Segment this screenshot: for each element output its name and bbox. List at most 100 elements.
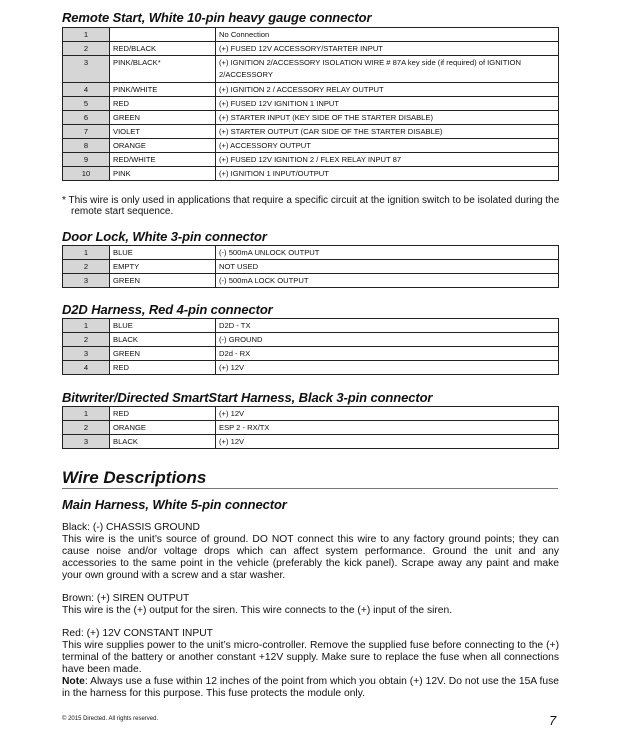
color-cell: PINK/WHITE [109, 82, 216, 97]
function-cell: (+) 12V [215, 360, 559, 375]
table-row: 5 RED (+) FUSED 12V IGNITION 1 INPUT [62, 96, 559, 111]
table-row: 4 RED (+) 12V [62, 360, 559, 375]
color-cell: BLACK [109, 434, 216, 449]
table-row: 3 GREEN (-) 500mA LOCK OUTPUT [62, 273, 559, 288]
pin-cell: 4 [62, 360, 110, 375]
color-cell [109, 27, 216, 42]
table-row: 3 PINK/BLACK* (+) IGNITION 2/ACCESSORY ISO… [62, 55, 559, 83]
color-cell: VIOLET [109, 124, 216, 139]
pin-cell: 1 [62, 318, 110, 333]
color-cell: PINK [109, 166, 216, 181]
table-row: 8 ORANGE (+) ACCESSORY OUTPUT [62, 138, 559, 153]
function-cell: (+) ACCESSORY OUTPUT [215, 138, 559, 153]
entry-note: Note: Always use a fuse within 12 inches… [62, 676, 559, 700]
color-cell: RED [109, 406, 216, 421]
function-cell: (+) IGNITION 2/ACCESSORY ISOLATION WIRE … [215, 55, 559, 83]
entry-text: This wire is the unit’s source of ground… [62, 533, 559, 581]
table-row: 2 ORANGE ESP 2 - RX/TX [62, 420, 559, 435]
pin-cell: 3 [62, 434, 110, 449]
color-cell: BLUE [109, 318, 216, 333]
pin-cell: 3 [62, 55, 110, 83]
color-cell: ORANGE [109, 420, 216, 435]
remote-start-pin-table: 1 No Connection 2 RED/BLACK (+) FUSED 12V AC… [62, 27, 559, 181]
function-cell: (+) STARTER INPUT (KEY SIDE OF THE START… [215, 110, 559, 125]
table-row: 7 VIOLET (+) STARTER OUTPUT (CAR SIDE OF T… [62, 124, 559, 139]
function-cell: NOT USED [215, 259, 559, 274]
section-title-door-lock: Door Lock, White 3-pin connector [62, 229, 267, 244]
color-cell: BLUE [109, 245, 216, 260]
color-cell: RED [109, 96, 216, 111]
wire-descriptions-heading: Wire Descriptions [62, 468, 558, 489]
color-cell: BLACK [109, 332, 216, 347]
note-text: : Always use a fuse within 12 inches of … [62, 675, 559, 699]
function-cell: ESP 2 - RX/TX [215, 420, 559, 435]
pin-cell: 4 [62, 82, 110, 97]
entry-brown: Brown: (+) SIREN OUTPUT This wire is the… [62, 593, 559, 617]
table-row: 2 BLACK (-) GROUND [62, 332, 559, 347]
pin-cell: 1 [62, 27, 110, 42]
footnote: * This wire is only used in applications… [62, 195, 560, 217]
color-cell: ORANGE [109, 138, 216, 153]
function-cell: (-) GROUND [215, 332, 559, 347]
section-title-bitwriter: Bitwriter/Directed SmartStart Harness, B… [62, 390, 433, 405]
table-row: 6 GREEN (+) STARTER INPUT (KEY SIDE OF THE… [62, 110, 559, 125]
pin-cell: 10 [62, 166, 110, 181]
entry-heading: Black: (-) CHASSIS GROUND [62, 522, 200, 533]
color-cell: RED/BLACK [109, 41, 216, 56]
pin-cell: 2 [62, 259, 110, 274]
table-row: 10 PINK (+) IGNITION 1 INPUT/OUTPUT [62, 166, 559, 181]
entry-red: Red: (+) 12V CONSTANT INPUT This wire su… [62, 628, 559, 699]
section-title-remote-start: Remote Start, White 10-pin heavy gauge c… [62, 10, 372, 25]
pin-cell: 2 [62, 41, 110, 56]
table-row: 2 EMPTY NOT USED [62, 259, 559, 274]
pin-cell: 3 [62, 346, 110, 361]
page-number: 7 [549, 713, 557, 728]
section-title-d2d: D2D Harness, Red 4-pin connector [62, 302, 273, 317]
table-row: 9 RED/WHITE (+) FUSED 12V IGNITION 2 / FLE… [62, 152, 559, 167]
note-label: Note [62, 675, 85, 687]
function-cell: (-) 500mA UNLOCK OUTPUT [215, 245, 559, 260]
function-cell: (+) 12V [215, 406, 559, 421]
table-row: 1 RED (+) 12V [62, 406, 559, 421]
bitwriter-pin-table: 1 RED (+) 12V 2 ORANGE ESP 2 - RX/TX 3 BLACK (+)… [62, 406, 559, 449]
table-row: 1 BLUE (-) 500mA UNLOCK OUTPUT [62, 245, 559, 260]
entry-text: This wire supplies power to the unit’s m… [62, 639, 559, 675]
pin-cell: 1 [62, 245, 110, 260]
entry-heading: Red: (+) 12V CONSTANT INPUT [62, 628, 213, 639]
function-cell: (-) 500mA LOCK OUTPUT [215, 273, 559, 288]
table-row: 1 BLUE D2D - TX [62, 318, 559, 333]
pin-cell: 3 [62, 273, 110, 288]
function-cell: D2d - RX [215, 346, 559, 361]
main-harness-subtitle: Main Harness, White 5-pin connector [62, 497, 287, 512]
function-cell: (+) IGNITION 2 / ACCESSORY RELAY OUTPUT [215, 82, 559, 97]
entry-heading: Brown: (+) SIREN OUTPUT [62, 593, 190, 604]
color-cell: RED/WHITE [109, 152, 216, 167]
function-cell: (+) 12V [215, 434, 559, 449]
function-cell: (+) FUSED 12V ACCESSORY/STARTER INPUT [215, 41, 559, 56]
d2d-pin-table: 1 BLUE D2D - TX 2 BLACK (-) GROUND 3 GREEN D2d -… [62, 318, 559, 375]
function-cell: (+) FUSED 12V IGNITION 1 INPUT [215, 96, 559, 111]
copyright: © 2015 Directed. All rights reserved. [62, 716, 159, 722]
pin-cell: 1 [62, 406, 110, 421]
function-cell: (+) FUSED 12V IGNITION 2 / FLEX RELAY IN… [215, 152, 559, 167]
table-row: 3 GREEN D2d - RX [62, 346, 559, 361]
function-cell: D2D - TX [215, 318, 559, 333]
color-cell: GREEN [109, 110, 216, 125]
color-cell: PINK/BLACK* [109, 55, 216, 83]
pin-cell: 5 [62, 96, 110, 111]
function-cell: (+) IGNITION 1 INPUT/OUTPUT [215, 166, 559, 181]
entry-black: Black: (-) CHASSIS GROUND This wire is t… [62, 522, 559, 582]
table-row: 2 RED/BLACK (+) FUSED 12V ACCESSORY/STARTE… [62, 41, 559, 56]
pin-cell: 9 [62, 152, 110, 167]
table-row: 3 BLACK (+) 12V [62, 434, 559, 449]
pin-cell: 2 [62, 332, 110, 347]
function-cell: No Connection [215, 27, 559, 42]
color-cell: RED [109, 360, 216, 375]
function-cell: (+) STARTER OUTPUT (CAR SIDE OF THE STAR… [215, 124, 559, 139]
entry-text: This wire is the (+) output for the sire… [62, 604, 453, 616]
pin-cell: 2 [62, 420, 110, 435]
table-row: 4 PINK/WHITE (+) IGNITION 2 / ACCESSORY RE… [62, 82, 559, 97]
color-cell: EMPTY [109, 259, 216, 274]
color-cell: GREEN [109, 273, 216, 288]
pin-cell: 7 [62, 124, 110, 139]
